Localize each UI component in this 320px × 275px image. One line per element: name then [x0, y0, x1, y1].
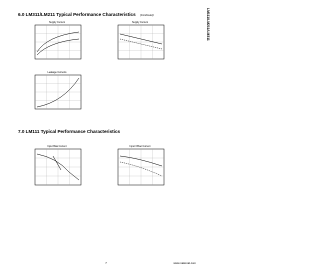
plot-grid: [35, 25, 81, 59]
plot-curve: [119, 161, 163, 177]
plot-curve: [119, 38, 163, 50]
plot-curve: [52, 155, 62, 171]
page: LM111/LM211/LM311 6.0 LM311/LM211 Typica…: [0, 0, 213, 275]
plot-curve: [119, 33, 163, 45]
plot-curve: [36, 38, 80, 56]
figure: Supply Current: [34, 21, 82, 60]
page-number: 7: [105, 261, 107, 265]
section-note: (Continued): [140, 13, 154, 17]
figure-title: Supply Current: [49, 21, 65, 24]
plot-grid: [35, 149, 81, 185]
section-title: 6.0 LM311/LM211 Typical Performance Char…: [18, 12, 136, 17]
plot-grid: [118, 149, 164, 185]
figure: Leakage Currents: [34, 71, 82, 110]
plot-curve: [36, 31, 80, 53]
plot-curve: [119, 155, 163, 167]
figure: Input Offset Current: [117, 145, 165, 186]
plot-grid: [118, 25, 164, 59]
figure: Supply Current: [117, 21, 165, 60]
figure: Input Bias Current: [34, 145, 82, 186]
footer-url: www.national.com: [173, 261, 196, 265]
plot-curve: [36, 153, 80, 181]
plot-curve: [36, 77, 80, 108]
figure-title: Supply Current: [132, 21, 148, 24]
figure-title: Leakage Currents: [47, 71, 67, 74]
section-title: 7.0 LM111 Typical Performance Characteri…: [18, 129, 120, 134]
figure-title: Input Offset Current: [130, 145, 151, 148]
figure-title: Input Bias Current: [47, 145, 67, 148]
plot-grid: [35, 75, 81, 109]
page-background: [0, 0, 213, 275]
side-label: LM111/LM211/LM311: [206, 8, 210, 41]
